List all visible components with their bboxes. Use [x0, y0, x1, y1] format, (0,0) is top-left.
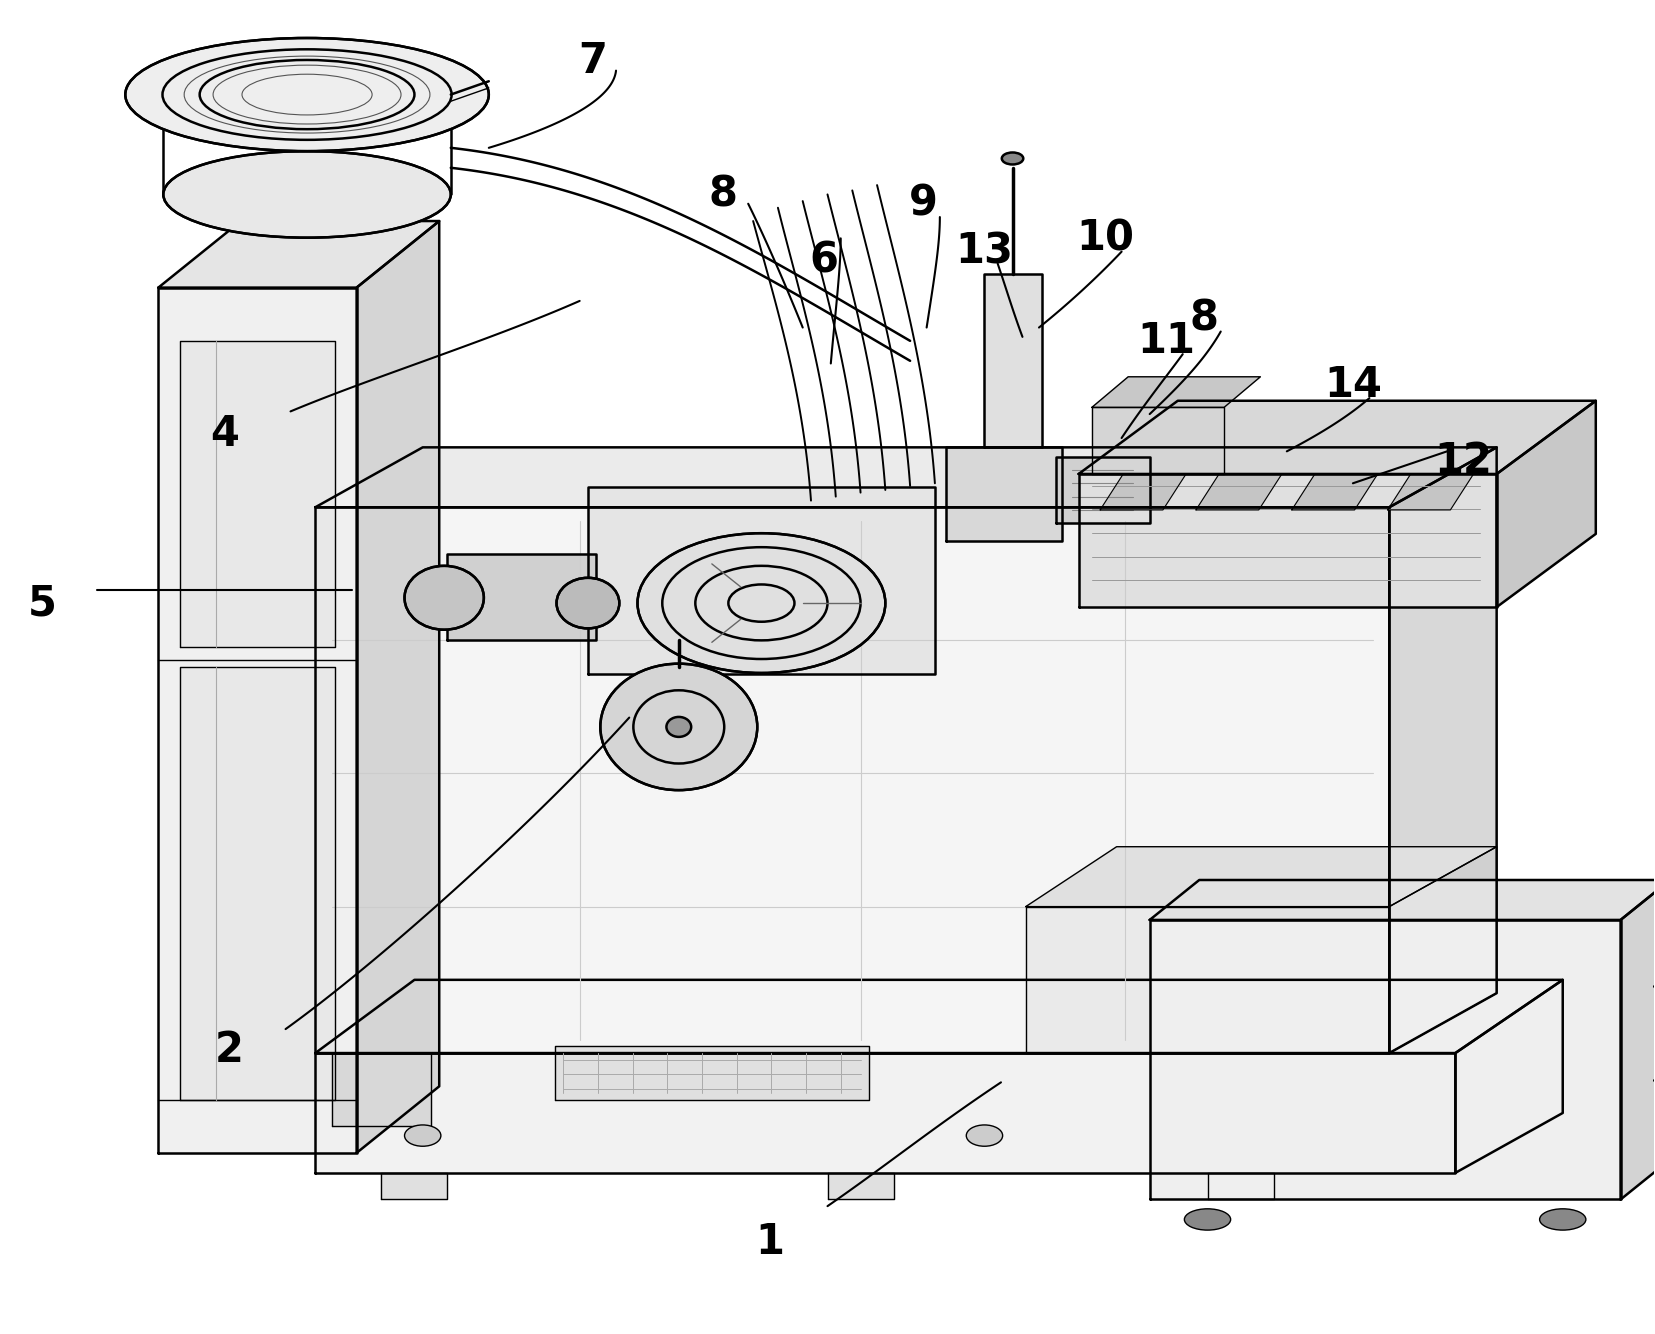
Polygon shape [1496, 400, 1595, 607]
Text: 14: 14 [1324, 364, 1382, 406]
Text: 13: 13 [955, 231, 1013, 272]
Polygon shape [356, 221, 439, 1153]
Polygon shape [554, 1046, 869, 1099]
Text: 5: 5 [28, 582, 58, 624]
Text: 11: 11 [1137, 320, 1195, 362]
Text: 8: 8 [1190, 297, 1218, 339]
Text: 1: 1 [755, 1221, 784, 1263]
Polygon shape [159, 288, 356, 1153]
Polygon shape [985, 275, 1043, 447]
Polygon shape [316, 1053, 1455, 1173]
Polygon shape [447, 554, 596, 640]
Ellipse shape [667, 716, 692, 736]
Ellipse shape [1185, 1209, 1231, 1230]
Text: 7: 7 [578, 40, 607, 83]
Polygon shape [1092, 407, 1225, 474]
Ellipse shape [601, 664, 758, 790]
Text: 6: 6 [809, 240, 839, 281]
Ellipse shape [404, 566, 483, 630]
Polygon shape [180, 667, 336, 1099]
Polygon shape [1389, 847, 1496, 1053]
Polygon shape [1150, 920, 1620, 1199]
Polygon shape [1620, 880, 1655, 1199]
Polygon shape [1026, 907, 1389, 1053]
Text: 10: 10 [1076, 217, 1134, 259]
Polygon shape [947, 447, 1063, 540]
Polygon shape [1197, 474, 1283, 510]
Polygon shape [381, 1173, 447, 1199]
Ellipse shape [126, 37, 488, 151]
Polygon shape [828, 1173, 894, 1199]
Ellipse shape [967, 1125, 1003, 1146]
Polygon shape [1208, 1173, 1274, 1199]
Polygon shape [1056, 456, 1150, 523]
Ellipse shape [1539, 1209, 1585, 1230]
Polygon shape [316, 447, 1496, 507]
Ellipse shape [164, 151, 450, 237]
Polygon shape [1026, 847, 1496, 907]
Ellipse shape [404, 1125, 440, 1146]
Polygon shape [1293, 474, 1377, 510]
Ellipse shape [637, 534, 885, 672]
Text: 12: 12 [1435, 440, 1493, 482]
Polygon shape [333, 1053, 430, 1126]
Polygon shape [1455, 980, 1562, 1173]
Polygon shape [316, 507, 1389, 1053]
Polygon shape [1101, 474, 1187, 510]
Ellipse shape [1001, 152, 1023, 164]
Text: 4: 4 [210, 414, 238, 455]
Polygon shape [1150, 880, 1655, 920]
Text: 8: 8 [708, 173, 738, 215]
Polygon shape [588, 487, 935, 674]
Polygon shape [1092, 376, 1261, 407]
Text: 9: 9 [909, 183, 938, 224]
Polygon shape [316, 980, 1562, 1053]
Text: 2: 2 [215, 1030, 243, 1071]
Polygon shape [1079, 400, 1595, 474]
Polygon shape [1389, 447, 1496, 1053]
Polygon shape [1079, 474, 1496, 607]
Polygon shape [180, 342, 336, 647]
Polygon shape [159, 221, 439, 288]
Ellipse shape [556, 578, 619, 628]
Polygon shape [1387, 474, 1473, 510]
